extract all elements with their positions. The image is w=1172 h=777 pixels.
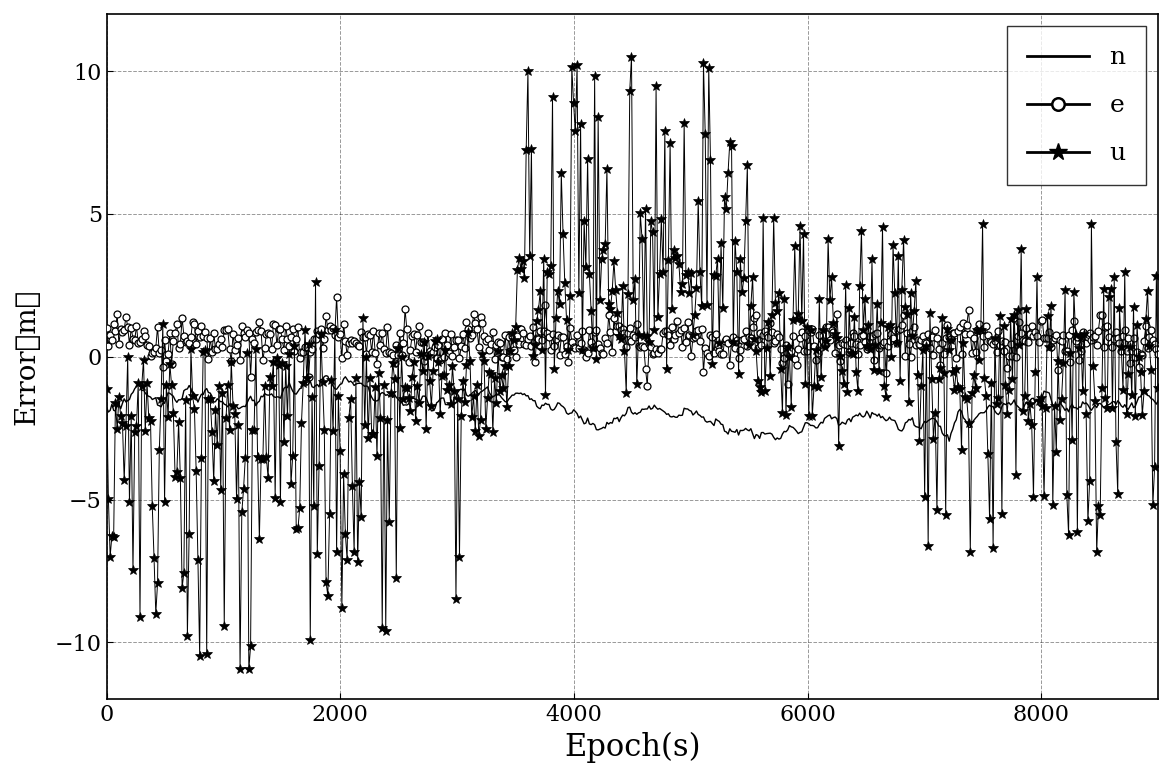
e — [100, 323, 114, 333]
u — [287, 341, 301, 350]
u — [625, 52, 639, 61]
e — [894, 321, 908, 330]
e — [805, 325, 819, 334]
n — [286, 386, 300, 395]
e — [577, 345, 591, 354]
e — [723, 360, 737, 369]
n — [100, 402, 114, 412]
n — [804, 421, 818, 430]
u — [372, 368, 386, 378]
e — [640, 382, 654, 391]
e — [372, 329, 386, 338]
u — [805, 411, 819, 420]
n — [372, 395, 386, 404]
u — [723, 138, 737, 147]
n — [1151, 396, 1165, 406]
n — [893, 426, 907, 435]
X-axis label: Epoch(s): Epoch(s) — [564, 732, 701, 763]
e — [286, 325, 300, 334]
Y-axis label: Error（m）: Error（m） — [14, 288, 41, 425]
n — [577, 419, 591, 428]
u — [1151, 383, 1165, 392]
u — [577, 216, 591, 225]
u — [241, 664, 255, 674]
Line: e: e — [103, 294, 1161, 389]
Line: u: u — [102, 52, 1163, 674]
Line: n: n — [107, 376, 1158, 441]
e — [1151, 349, 1165, 358]
n — [319, 371, 333, 381]
Legend: n, e, u: n, e, u — [1007, 26, 1145, 186]
n — [942, 437, 956, 446]
u — [894, 285, 908, 294]
n — [721, 430, 735, 439]
e — [329, 292, 343, 301]
u — [100, 384, 114, 393]
